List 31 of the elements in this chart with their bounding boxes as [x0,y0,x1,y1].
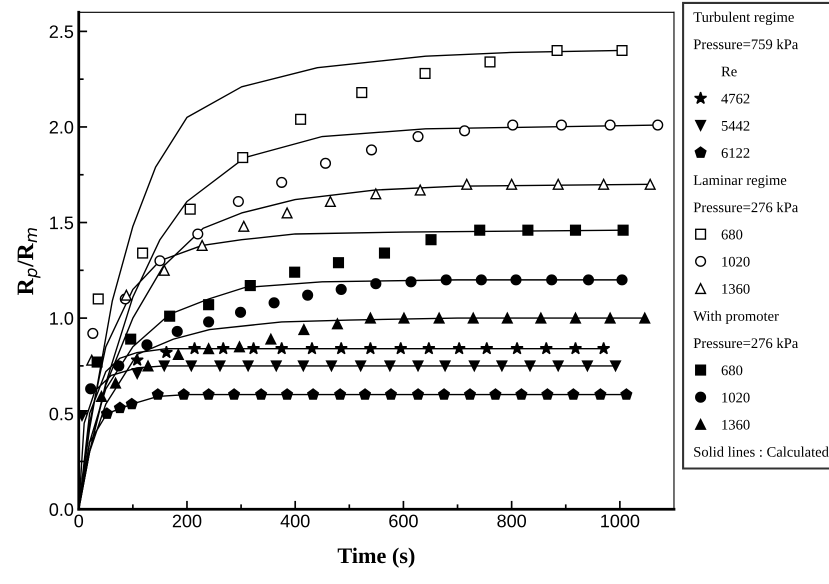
x-tick-label: 800 [497,514,526,528]
legend-label: 6122 [722,148,750,158]
y-tick-label: 1.0 [50,312,74,325]
legend-label: 1360 [722,284,750,294]
text: Pressure=276 kPa [694,202,798,212]
text: Re [721,66,737,76]
text: Solid lines : Calculated [694,446,829,457]
x-tick-label: 0 [74,514,84,528]
text: Pressure=276 kPa [694,338,798,348]
legend-label: 5442 [722,120,750,131]
y-axis-title: R$_{p}$/R$_{m}$ [18,228,40,295]
text: Turbulent regime [694,12,794,26]
y-tick-label: 2.0 [50,120,74,134]
y-tick-label: 0.5 [50,408,74,420]
legend-label: 4762 [721,94,750,104]
x-axis-title: Time (s) [338,548,414,568]
text: Laminar regime [694,175,786,188]
x-tick-label: 200 [172,514,202,528]
text: With promoter [693,310,779,324]
legend-label: 1360 [722,420,750,430]
y-tick-label: 2.5 [50,25,74,38]
legend-label: 680 [722,365,742,376]
x-tick-label: 400 [280,514,310,528]
legend-label: 1020 [722,392,750,402]
legend-label: 680 [722,230,742,240]
text: Pressure=759 kPa [694,38,798,50]
y-tick-label: 0.0 [50,503,74,516]
x-tick-label: 600 [389,514,418,528]
legend-label: 1020 [722,256,750,267]
y-tick-label: 1.5 [50,216,74,230]
x-tick-label: 1000 [601,514,640,528]
